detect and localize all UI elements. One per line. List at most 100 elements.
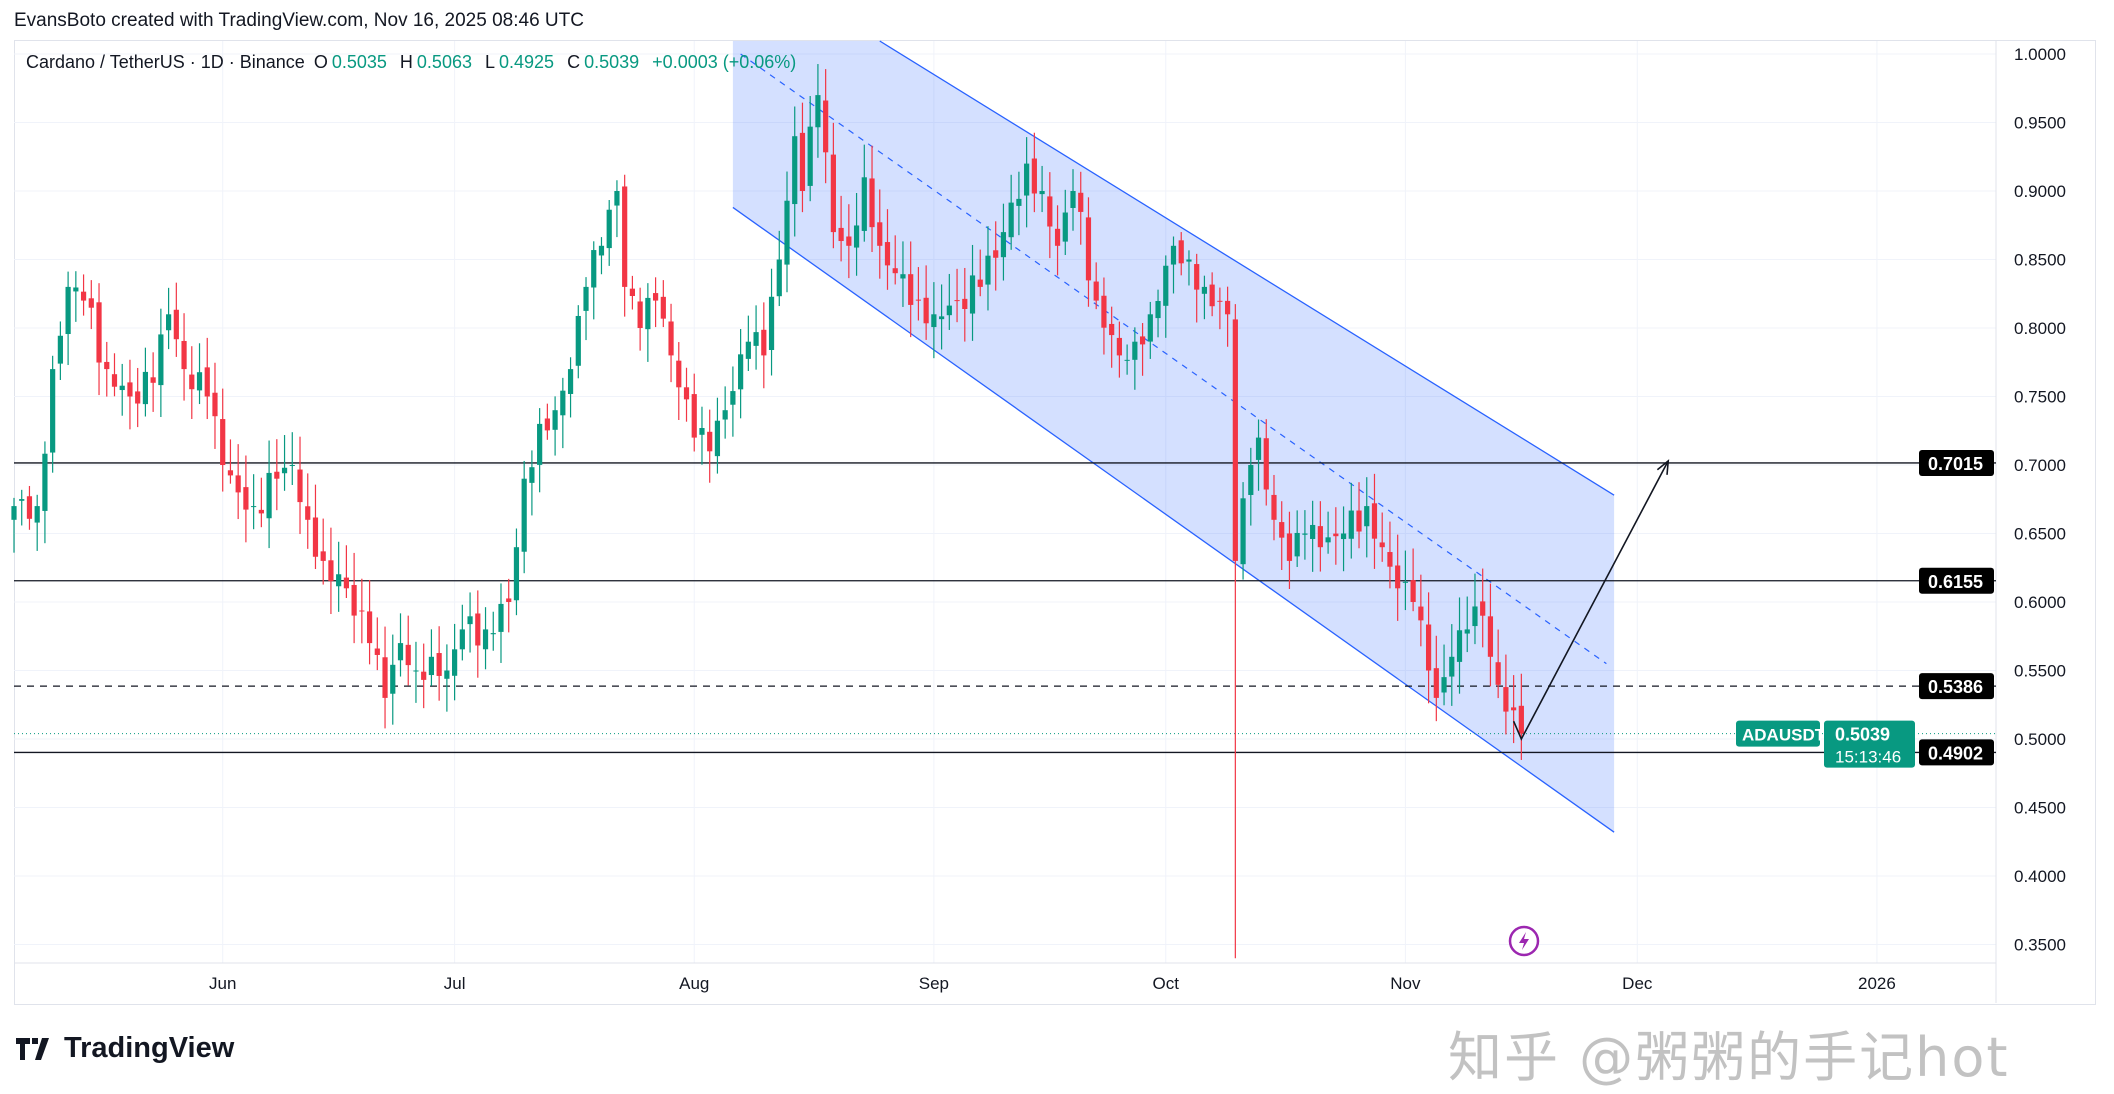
candle-up xyxy=(784,200,790,265)
candle-up xyxy=(196,372,203,391)
low-value: 0.4925 xyxy=(499,52,555,72)
candle-up xyxy=(1464,629,1470,634)
candle-down xyxy=(1387,552,1393,567)
level-price-badge xyxy=(1919,567,1994,594)
candle-up xyxy=(444,670,450,679)
candle-down xyxy=(1116,337,1122,356)
candle-down xyxy=(1410,580,1416,602)
projection-arrow[interactable] xyxy=(1512,459,1670,741)
candle-up xyxy=(807,126,813,186)
candle-down xyxy=(1085,217,1092,281)
candle-down xyxy=(1178,240,1184,264)
high-value: 0.5063 xyxy=(416,52,472,72)
parallel-channel[interactable] xyxy=(732,40,1615,833)
candle-down xyxy=(104,361,110,370)
candle-up xyxy=(166,314,172,331)
candle-up xyxy=(969,275,976,314)
current-price-badge xyxy=(1824,720,1915,768)
candle-up xyxy=(1039,191,1045,195)
current-price-text: 0.5039 xyxy=(1835,725,1890,745)
candle-down xyxy=(506,598,512,602)
candle-down xyxy=(622,186,628,287)
lightning-event-icon[interactable] xyxy=(1508,925,1540,957)
candle-down xyxy=(1225,300,1231,315)
candle-down xyxy=(1379,542,1385,548)
horizontal-levels[interactable] xyxy=(14,462,1996,754)
candle-up xyxy=(1132,341,1138,360)
candle-down xyxy=(544,418,550,431)
candle-up xyxy=(1124,359,1130,361)
candle-up xyxy=(1024,163,1030,196)
candle-up xyxy=(567,369,574,394)
candle-up xyxy=(1456,630,1463,662)
time-tick-label: 2026 xyxy=(1858,974,1896,993)
candle-up xyxy=(490,633,496,635)
candle-down xyxy=(908,274,914,305)
candle-up xyxy=(1348,510,1354,539)
symbol-title[interactable]: Cardano / TetherUS · 1D · Binance xyxy=(26,52,305,72)
candle-down xyxy=(366,611,373,644)
candle-down xyxy=(1093,281,1099,301)
time-tick-label: Nov xyxy=(1390,974,1421,993)
candle-up xyxy=(552,410,558,430)
time-axis[interactable]: Jun Jul Aug Sep Oct Nov Dec 2026 xyxy=(209,974,1896,993)
price-tick-label: 0.6500 xyxy=(2014,525,2066,544)
candle-down xyxy=(181,340,187,370)
open-label: O xyxy=(313,52,328,72)
candle-down xyxy=(343,577,349,589)
candle-down xyxy=(227,470,234,476)
level-price-text: 0.4902 xyxy=(1928,743,1983,763)
candle-down xyxy=(421,671,427,680)
price-tick-label: 0.9000 xyxy=(2014,182,2066,201)
candle-up xyxy=(390,664,396,694)
price-axis[interactable]: 1.0000 0.9500 0.9000 0.8500 0.8000 0.7500 0.70… xyxy=(2014,45,2066,955)
price-tick-label: 0.8000 xyxy=(2014,319,2066,338)
candle-up xyxy=(1441,677,1447,693)
candle-up xyxy=(513,547,520,601)
candle-down xyxy=(80,291,87,301)
candle-down xyxy=(830,154,836,233)
candle-down xyxy=(235,475,241,493)
candle-up xyxy=(1000,232,1007,258)
candle-up xyxy=(598,245,605,256)
candle-up xyxy=(768,296,775,350)
candle-up xyxy=(591,250,597,288)
symbol-badge-text: ADAUSDT xyxy=(1742,726,1826,745)
level-price-badge xyxy=(1919,673,1994,700)
candle-up xyxy=(467,616,473,625)
price-tick-label: 0.6000 xyxy=(2014,593,2066,612)
candle-down xyxy=(629,288,635,297)
price-tick-label: 0.4000 xyxy=(2014,867,2066,886)
tradingview-logo[interactable]: TradingView xyxy=(16,1032,234,1065)
candle-down xyxy=(189,374,195,390)
candle-up xyxy=(281,467,288,474)
candle-down xyxy=(1433,668,1439,698)
time-tick-label: Dec xyxy=(1622,974,1653,993)
candle-up xyxy=(19,499,25,501)
candle-up xyxy=(73,287,79,292)
candle-down xyxy=(1139,336,1146,345)
open-group: O 0.5035 xyxy=(314,52,391,72)
candle-up xyxy=(1186,259,1192,262)
price-tick-label: 0.9500 xyxy=(2014,114,2066,133)
high-label: H xyxy=(399,52,413,72)
candle-up xyxy=(1255,437,1262,460)
candle-up xyxy=(645,297,651,330)
candle-down xyxy=(297,469,303,503)
candle-down xyxy=(1286,533,1293,561)
candle-down xyxy=(1263,438,1269,490)
candle-down xyxy=(374,648,380,655)
candle-down xyxy=(312,517,319,557)
close-value: 0.5039 xyxy=(584,52,640,72)
candle-down xyxy=(846,236,852,246)
candle-down xyxy=(884,242,891,266)
candle-up xyxy=(428,656,435,676)
candle-up xyxy=(529,467,535,483)
candle-up xyxy=(738,354,744,390)
candle-down xyxy=(652,293,659,301)
candle-up xyxy=(498,603,504,632)
candle-down xyxy=(243,487,249,510)
candle-up xyxy=(452,649,458,676)
price-tick-label: 1.0000 xyxy=(2014,45,2066,64)
